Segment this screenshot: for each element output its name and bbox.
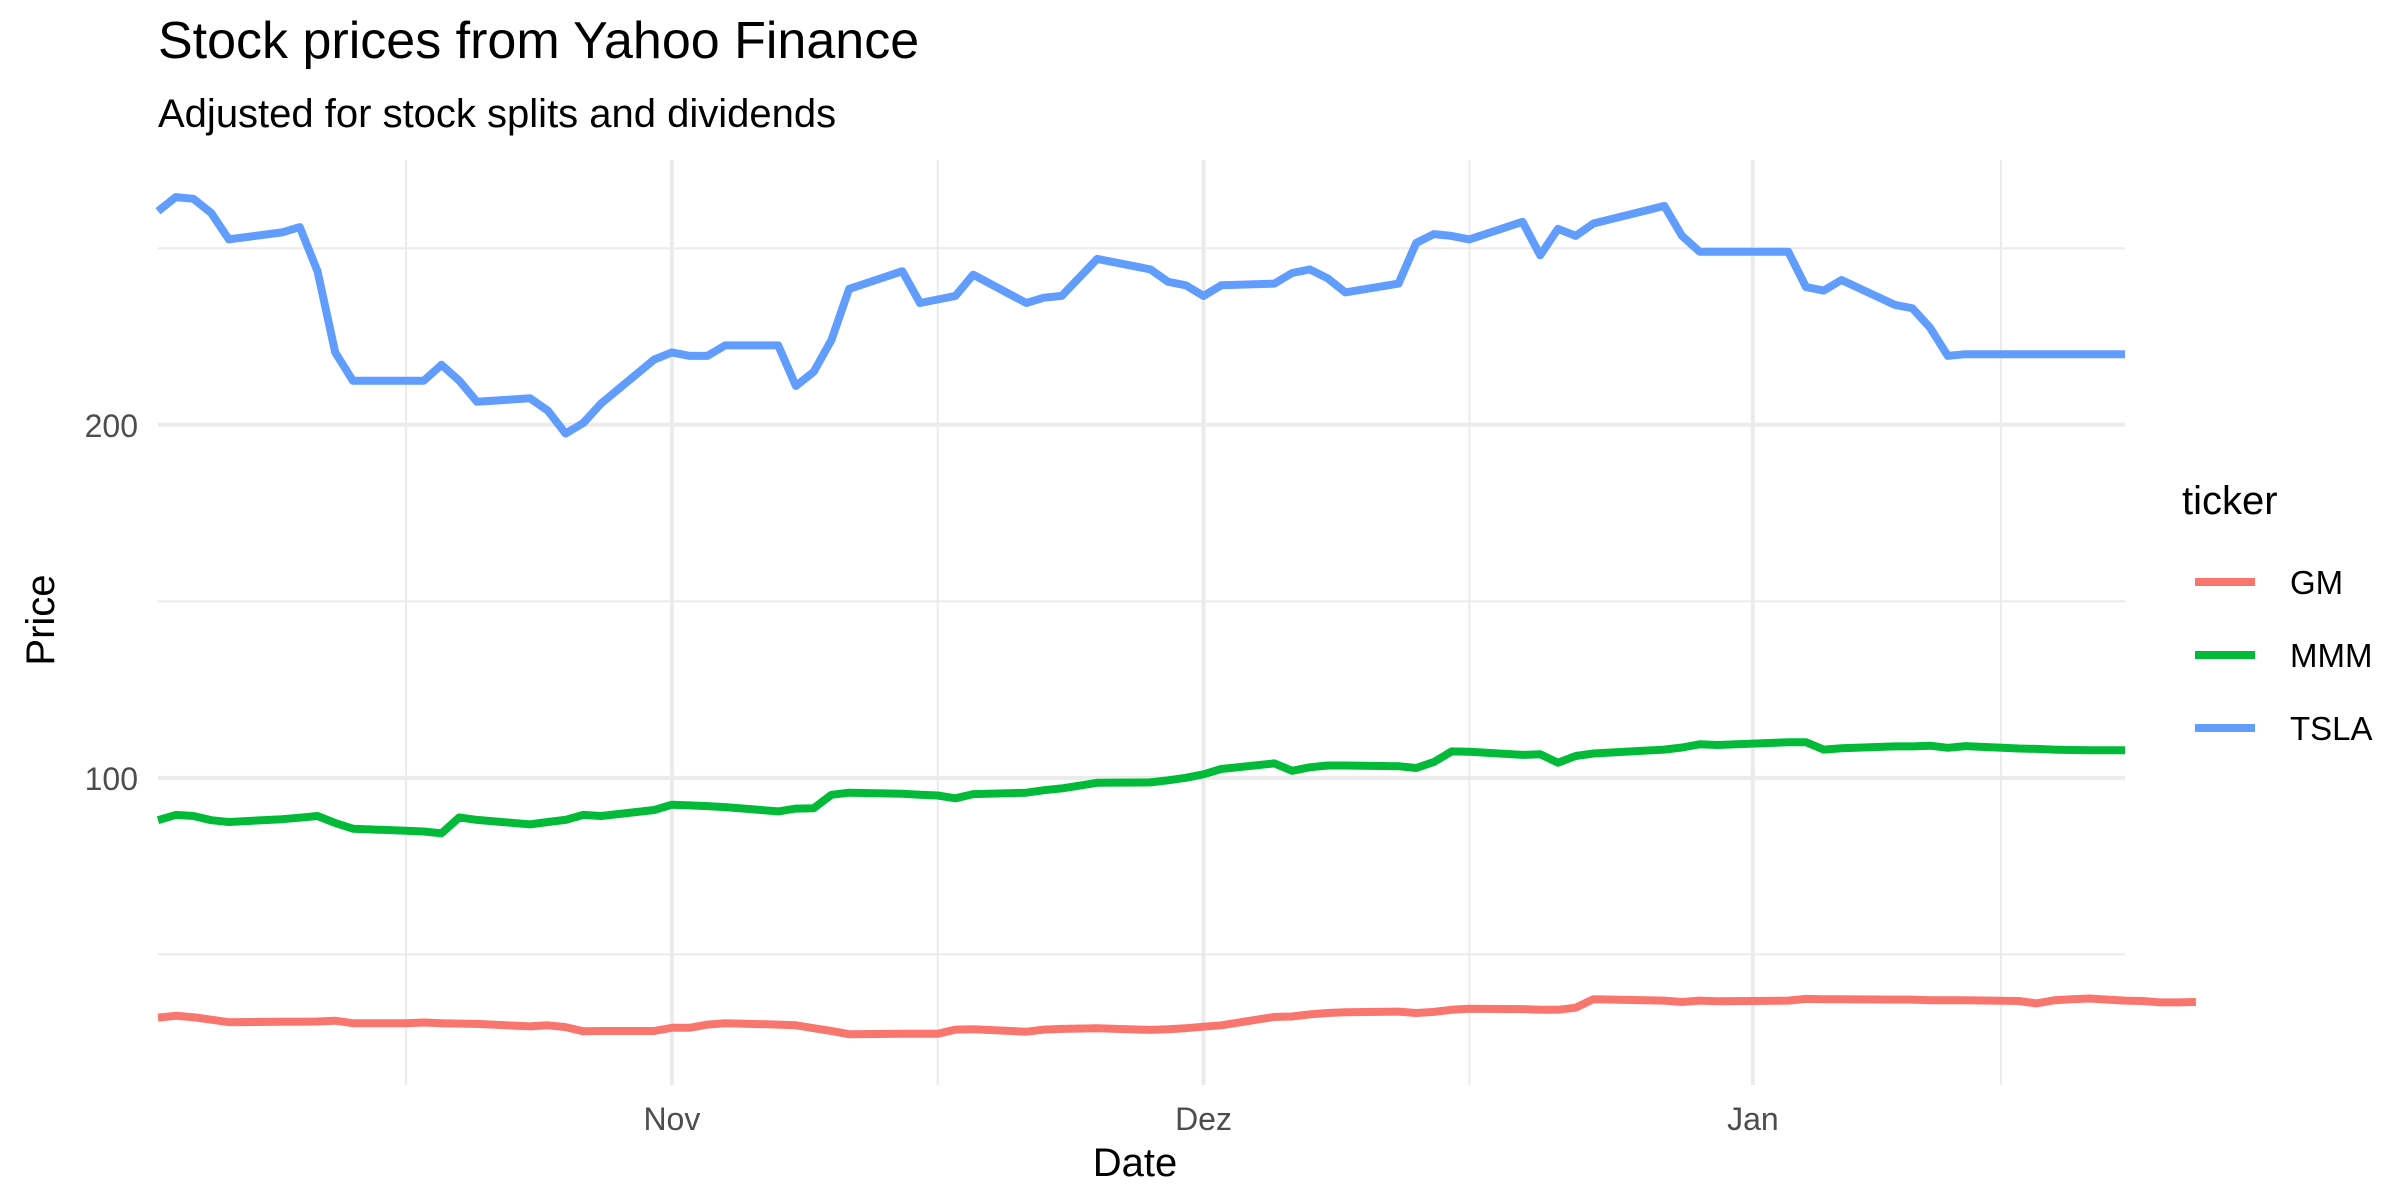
legend-items: GM MMM TSLA — [2195, 564, 2373, 747]
minor-gridlines — [158, 160, 2125, 1085]
legend-label-mmm: MMM — [2290, 637, 2372, 674]
chart-title: Stock prices from Yahoo Finance — [158, 12, 919, 70]
x-tick-label: Dez — [1175, 1101, 1232, 1137]
y-tick-label: 100 — [85, 761, 138, 797]
major-gridlines — [158, 160, 2125, 1085]
y-axis-label: Price — [19, 574, 63, 665]
y-tick-label: 200 — [85, 408, 138, 444]
chart-subtitle: Adjusted for stock splits and dividends — [158, 92, 836, 136]
x-tick-label: Nov — [643, 1101, 700, 1137]
series-layer — [155, 193, 2196, 1039]
x-axis-label: Date — [1093, 1141, 1178, 1185]
legend: ticker GM MMM TSLA — [2182, 479, 2373, 747]
tick-labels: Nov Dez Jan 100 200 — [85, 408, 1779, 1137]
legend-label-gm: GM — [2290, 564, 2343, 601]
legend-title: ticker — [2182, 479, 2278, 523]
x-tick-label: Jan — [1727, 1101, 1779, 1137]
series-line-mmm — [156, 738, 2125, 838]
legend-label-tsla: TSLA — [2290, 710, 2373, 747]
series-line-gm — [157, 994, 2196, 1039]
series-line-tsla — [155, 193, 2125, 438]
